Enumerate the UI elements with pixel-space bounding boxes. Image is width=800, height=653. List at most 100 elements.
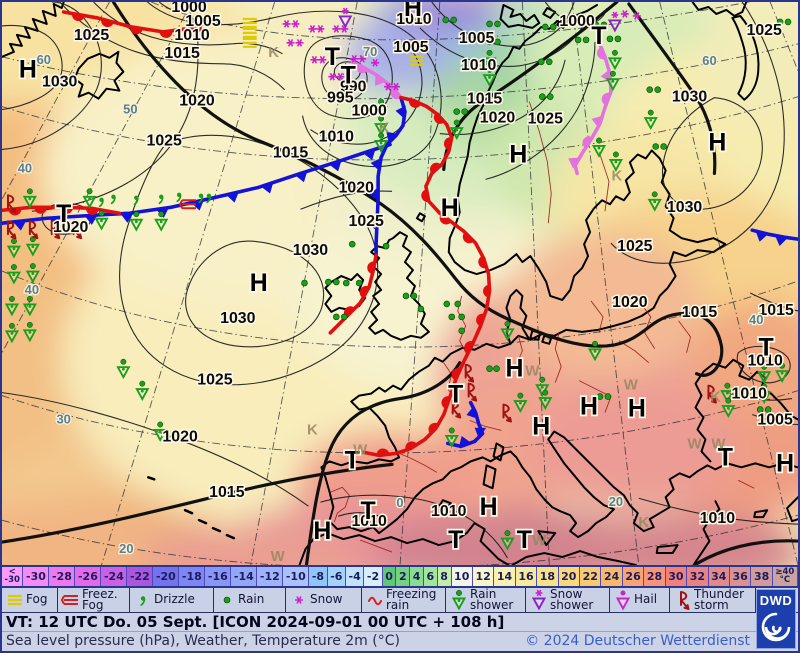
isobar-label: 1030 bbox=[672, 89, 708, 106]
airmass-letter: K bbox=[379, 120, 390, 137]
scale-cell: 34 bbox=[708, 567, 730, 586]
weather-symbol-d bbox=[176, 192, 182, 203]
legend-item-label: Freezing rain bbox=[386, 586, 437, 612]
coast-scandinavia-europe bbox=[350, 3, 727, 459]
weather-symbol-r bbox=[450, 16, 458, 24]
isobar-label: 1005 bbox=[757, 411, 793, 428]
weather-symbol-th bbox=[707, 384, 717, 404]
hail-icon bbox=[615, 590, 631, 611]
isobar-label: 1005 bbox=[459, 30, 495, 47]
isobar-label: 995 bbox=[327, 90, 354, 107]
isobar-label: 1010 bbox=[319, 128, 355, 145]
weather-symbol-r bbox=[776, 18, 784, 26]
scale-cell: 6 bbox=[423, 567, 438, 586]
isobar-label: 1015 bbox=[273, 144, 309, 161]
weather-symbol-r bbox=[539, 116, 546, 123]
island-sardinia bbox=[482, 464, 497, 490]
weather-symbol-d bbox=[198, 193, 204, 204]
legend-item-label: Thunder storm bbox=[694, 586, 745, 612]
weather-symbol-s bbox=[135, 380, 150, 402]
weather-symbol-r bbox=[604, 393, 612, 400]
rain-icon bbox=[223, 596, 231, 604]
weather-symbol-n bbox=[632, 12, 641, 20]
snow-icon bbox=[295, 596, 303, 604]
weather-symbol-s bbox=[82, 188, 97, 209]
pressure-center-letter: H bbox=[250, 269, 268, 297]
pressure-center-letter: T bbox=[517, 526, 532, 554]
weather-symbol-r bbox=[301, 279, 308, 287]
scale-cell: -28 bbox=[49, 567, 76, 586]
pressure-center-letter: T bbox=[361, 497, 376, 525]
scale-cell: 38 bbox=[751, 567, 773, 586]
weather-symbol-fg bbox=[242, 17, 257, 29]
weather-symbol-r bbox=[382, 242, 390, 250]
weather-symbol-th bbox=[451, 399, 462, 419]
weather-symbol-r bbox=[454, 300, 461, 308]
freezing_fog-icon bbox=[60, 595, 78, 605]
legend-item-label: Hail bbox=[634, 592, 658, 607]
weather-symbol-s bbox=[449, 119, 464, 140]
weather-symbol-fg bbox=[242, 27, 257, 38]
temperature-color-scale: < -30 -30 -28 -26 -24 -22 -20 -18 -16 -14 -12 -10 -8… bbox=[2, 565, 798, 588]
weather-symbol-r bbox=[410, 292, 418, 300]
isobar-label: 1025 bbox=[146, 132, 182, 149]
legend-item-fog: Fog bbox=[2, 588, 58, 612]
scale-cell: 0 bbox=[382, 567, 397, 586]
isobar-label: 1025 bbox=[528, 111, 564, 128]
weather-symbol-s bbox=[587, 340, 603, 362]
legend-item-label: Snow bbox=[310, 592, 343, 607]
weather-symbol-r bbox=[443, 300, 451, 308]
weather-symbol-n bbox=[350, 54, 359, 63]
pressure-center-letter: T bbox=[56, 200, 71, 228]
weather-symbol-th bbox=[6, 220, 17, 240]
legend-item-label: Rain shower bbox=[470, 586, 514, 612]
coastlines bbox=[2, 2, 798, 565]
isobar-label: 990 bbox=[340, 79, 367, 96]
front-occluded bbox=[350, 59, 403, 100]
weather-symbol-r bbox=[654, 86, 661, 93]
weather-symbol-r bbox=[333, 313, 340, 321]
pressure-center-letter: T bbox=[341, 62, 356, 90]
isobar-label: 1010 bbox=[174, 27, 210, 44]
weather-symbol-r bbox=[606, 35, 614, 43]
weather-symbol-n bbox=[328, 72, 337, 81]
pressure-center-letter: T bbox=[345, 446, 360, 474]
weather-symbol-r bbox=[458, 327, 465, 335]
weather-symbol-n bbox=[316, 25, 325, 33]
weather-symbol-fg bbox=[242, 37, 257, 48]
scale-cell: 8 bbox=[437, 567, 452, 586]
weather-symbol-r bbox=[539, 93, 546, 100]
legend-item-drizzle: Drizzle bbox=[130, 588, 214, 612]
weather-symbol-r bbox=[546, 93, 554, 100]
drizzle-icon bbox=[140, 596, 146, 606]
map-labels-layer: 1025103010001005101010151020102510301025… bbox=[16, 2, 795, 565]
scale-cell: 26 bbox=[622, 567, 645, 586]
copyright-text: © 2024 Deutscher Wetterdienst bbox=[525, 633, 750, 649]
coast-caspian bbox=[786, 496, 798, 523]
weather-symbol-s bbox=[25, 263, 40, 284]
weather-symbol-s bbox=[154, 211, 169, 232]
scale-cell: < -30 bbox=[2, 567, 24, 586]
front-warm bbox=[2, 205, 122, 216]
isobar-label: 1025 bbox=[617, 238, 653, 255]
pressure-center-letter: T bbox=[448, 526, 463, 554]
weather-symbol-s bbox=[720, 382, 735, 404]
weather-symbol-s bbox=[444, 427, 459, 448]
weather-symbol-r bbox=[402, 292, 410, 300]
weather-symbol-s bbox=[608, 151, 623, 172]
isobar-label: 1010 bbox=[351, 513, 387, 530]
scale-cell: -12 bbox=[257, 567, 284, 586]
graticule-label: 40 bbox=[749, 312, 763, 327]
dwd-logo: DWD bbox=[756, 589, 796, 649]
legend-item-thunderstorm: Thunder storm bbox=[670, 588, 756, 612]
scale-cell: -22 bbox=[127, 567, 154, 586]
weather-symbol-r bbox=[494, 38, 501, 46]
weather-symbol-s bbox=[500, 320, 515, 342]
weather-symbol-r bbox=[461, 108, 468, 115]
legend-item-hail: Hail bbox=[610, 588, 670, 612]
airmass-letter: W bbox=[271, 548, 286, 565]
isobar-label: 1010 bbox=[431, 503, 467, 520]
isobar-label: 1000 bbox=[171, 2, 207, 16]
pressure-center-letter: H bbox=[505, 355, 523, 383]
